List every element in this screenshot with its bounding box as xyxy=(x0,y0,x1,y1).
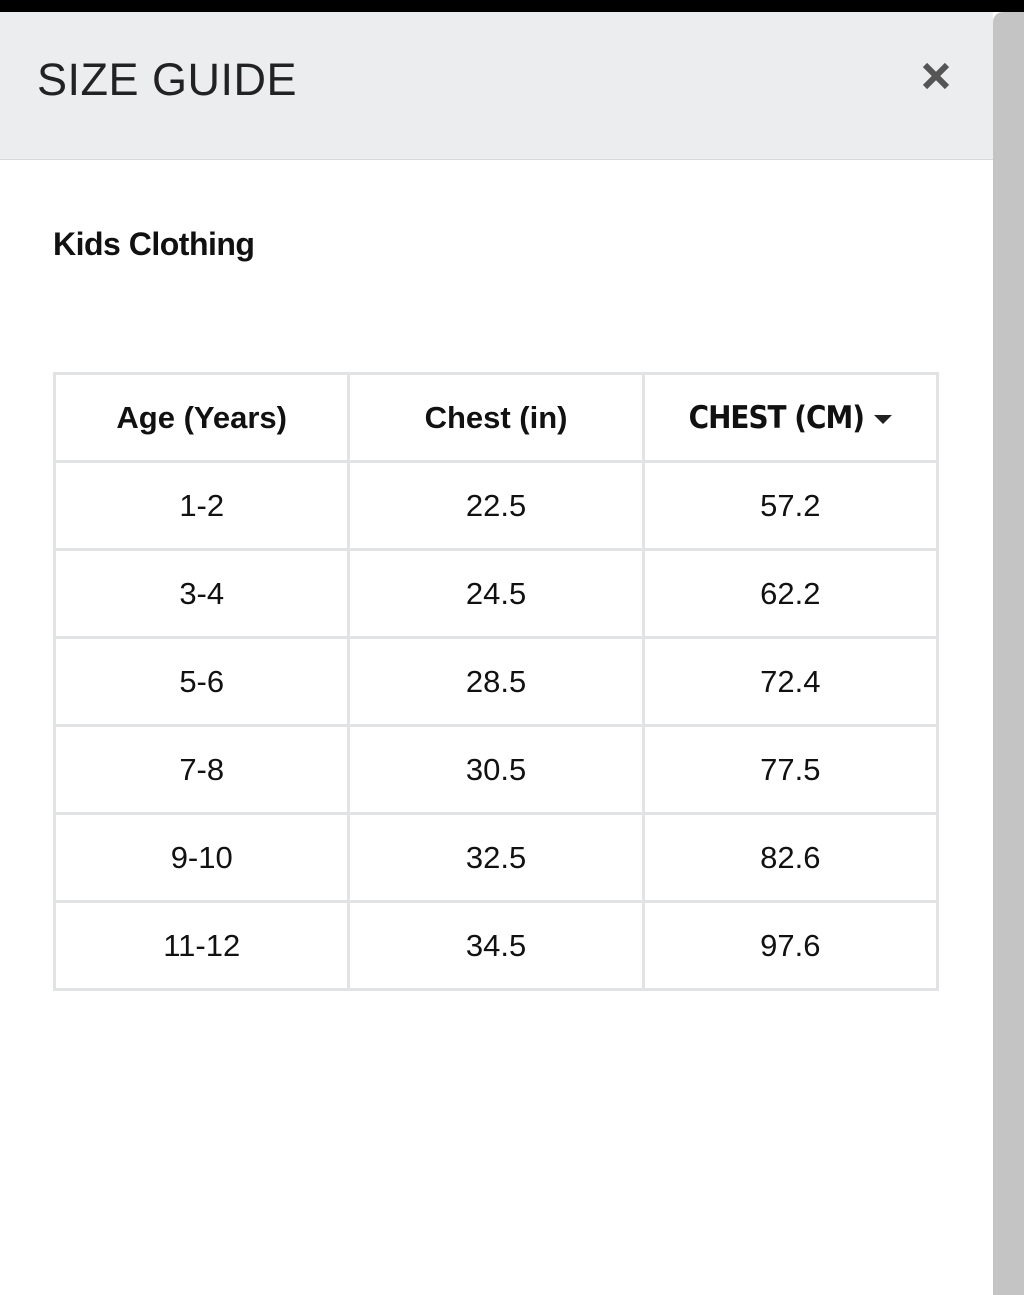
column-header-text: CHEST (CM) xyxy=(688,399,865,436)
table-cell: 9-10 xyxy=(52,812,351,903)
table-cell: 77.5 xyxy=(641,724,940,815)
table-cell: 3-4 xyxy=(52,548,351,639)
top-bar xyxy=(0,0,1024,12)
dropdown-caret[interactable] xyxy=(874,414,893,424)
column-header: Age (Years) xyxy=(52,372,351,463)
table-cell: 82.6 xyxy=(641,812,940,903)
table-cell: 32.5 xyxy=(347,812,645,903)
header-row: Age (Years) Chest (in) CHEST (CM) xyxy=(52,372,940,463)
table-cell: 34.5 xyxy=(347,900,645,991)
size-table: Age (Years) Chest (in) CHEST (CM) 1-2 22.5 57… xyxy=(52,372,940,991)
table-row: 3-4 24.5 62.2 xyxy=(52,548,940,639)
table-cell: 1-2 xyxy=(52,460,351,551)
table-row: 5-6 28.5 72.4 xyxy=(52,636,940,727)
modal-header: SIZE GUIDE xyxy=(0,12,993,160)
table-row: 11-12 34.5 97.6 xyxy=(52,900,940,991)
modal-title: SIZE GUIDE xyxy=(37,54,298,105)
column-header-text: Chest (in) xyxy=(424,399,568,435)
section-title: Kids Clothing xyxy=(53,226,255,262)
column-header: Chest (in) xyxy=(347,372,645,463)
table-cell: 97.6 xyxy=(641,900,940,991)
scrollbar xyxy=(993,12,1024,1295)
close-button[interactable] xyxy=(916,56,956,96)
table-cell: 11-12 xyxy=(52,900,351,991)
column-header-text: Age (Years) xyxy=(116,399,287,435)
table-cell: 7-8 xyxy=(52,724,351,815)
column-header[interactable]: CHEST (CM) xyxy=(641,372,940,463)
table-row: 1-2 22.5 57.2 xyxy=(52,460,940,551)
table-cell: 72.4 xyxy=(641,636,940,727)
table-cell: 24.5 xyxy=(347,548,645,639)
table-cell: 22.5 xyxy=(347,460,645,551)
table-cell: 30.5 xyxy=(347,724,645,815)
table-row: 9-10 32.5 82.6 xyxy=(52,812,940,903)
table-cell: 5-6 xyxy=(52,636,351,727)
table-cell: 28.5 xyxy=(347,636,645,727)
table-row: 7-8 30.5 77.5 xyxy=(52,724,940,815)
table-cell: 57.2 xyxy=(641,460,940,551)
table-cell: 62.2 xyxy=(641,548,940,639)
